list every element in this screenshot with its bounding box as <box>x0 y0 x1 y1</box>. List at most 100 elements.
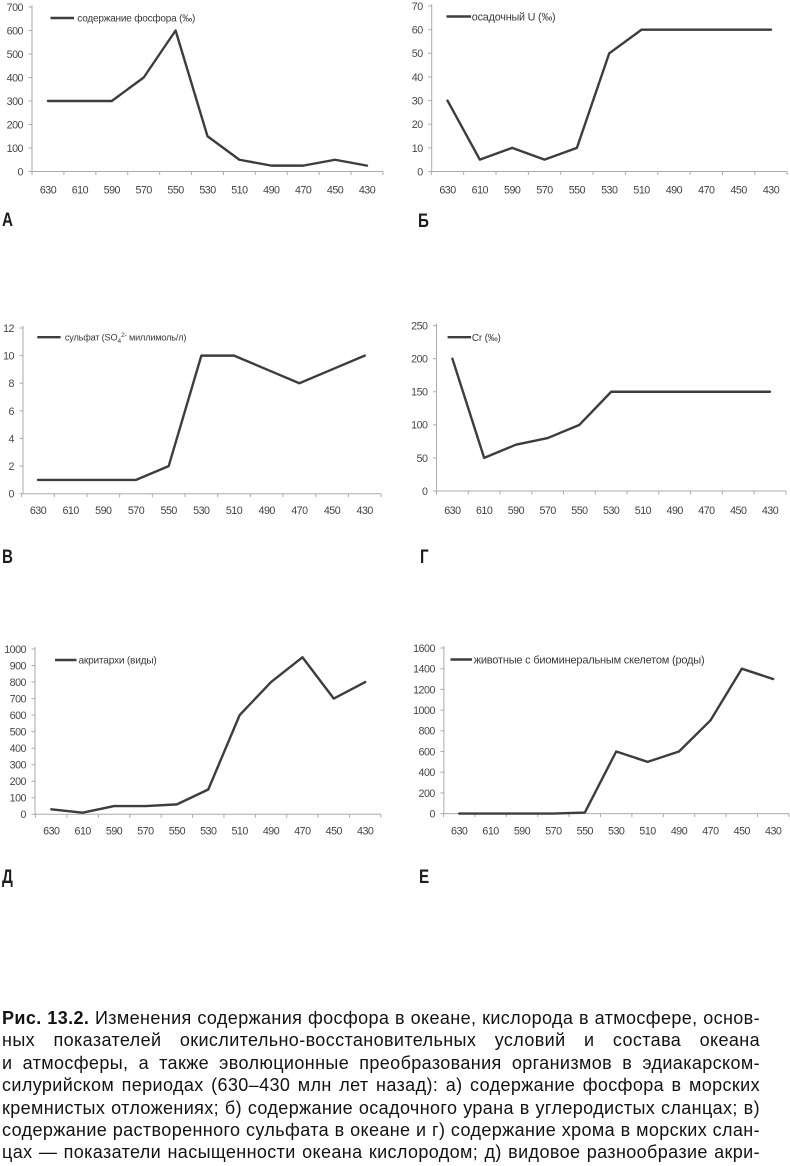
x-tick-label: 510 <box>635 505 652 517</box>
y-tick-label: 60 <box>412 25 423 37</box>
y-tick-label: 500 <box>10 727 27 739</box>
y-tick-label: 8 <box>9 378 15 390</box>
y-tick-label: 6 <box>9 406 15 418</box>
panel-letter-v: В <box>2 546 13 568</box>
x-tick-label: 570 <box>137 826 154 838</box>
y-tick-label: 0 <box>9 489 15 501</box>
legend-label: акритархи (виды) <box>79 656 157 667</box>
x-tick-label: 450 <box>326 826 343 838</box>
x-tick-label: 590 <box>514 826 531 838</box>
x-tick-label: 490 <box>263 185 280 197</box>
x-tick-label: 510 <box>226 505 243 517</box>
x-tick-label: 470 <box>698 505 715 517</box>
y-tick-label: 800 <box>419 726 436 738</box>
caption-line-4: силурийском периодах (630–430 млн лет на… <box>2 1075 760 1096</box>
y-tick-label: 0 <box>429 809 435 821</box>
caption-figure-number: Рис. 13.2. <box>2 1008 90 1028</box>
caption-line-1-text: Изменения содержания фосфора в океане, к… <box>94 1008 760 1028</box>
caption-line-7: цах — показатели насыщенности океана кис… <box>2 1142 760 1163</box>
y-tick-label: 50 <box>412 48 423 60</box>
series-line <box>446 28 773 161</box>
x-tick-label: 450 <box>730 185 747 197</box>
x-tick-label: 490 <box>666 185 683 197</box>
y-tick-label: 900 <box>10 660 27 672</box>
x-tick-label: 630 <box>451 826 468 838</box>
x-tick-label: 470 <box>295 185 312 197</box>
y-tick-label: 0 <box>417 166 423 178</box>
caption-line-2: ных показателей окислительно-восстановит… <box>2 1030 760 1051</box>
y-tick-label: 250 <box>411 321 428 333</box>
y-tick-label: 1600 <box>413 643 435 655</box>
x-tick-label: 530 <box>603 505 620 517</box>
series-line <box>46 29 369 167</box>
y-tick-label: 1200 <box>413 684 435 696</box>
y-tick-label: 100 <box>411 420 428 432</box>
y-tick-label: 300 <box>7 96 24 108</box>
x-tick-label: 630 <box>40 185 57 197</box>
y-tick-label: 30 <box>412 95 423 107</box>
x-tick-label: 490 <box>263 826 280 838</box>
x-tick-label: 590 <box>504 185 521 197</box>
x-tick-label: 610 <box>75 826 92 838</box>
y-tick-label: 800 <box>10 677 27 689</box>
x-tick-label: 550 <box>569 185 586 197</box>
x-tick-label: 610 <box>476 505 493 517</box>
panel-letter-a: А <box>2 210 13 231</box>
x-tick-label: 610 <box>472 185 489 197</box>
legend-label: животные с биоминеральным скелетом (роды… <box>474 654 705 666</box>
x-tick-label: 590 <box>95 505 112 517</box>
series-line <box>451 357 772 460</box>
x-tick-label: 630 <box>30 505 47 517</box>
x-tick-label: 430 <box>357 826 374 838</box>
y-tick-label: 200 <box>419 788 436 800</box>
y-tick-label: 40 <box>412 72 423 84</box>
x-tick-label: 510 <box>231 185 248 197</box>
x-tick-label: 530 <box>601 185 618 197</box>
x-tick-label: 550 <box>169 826 186 838</box>
y-tick-label: 50 <box>417 453 428 465</box>
series-line <box>458 667 775 815</box>
y-tick-label: 700 <box>10 693 27 705</box>
x-tick-label: 630 <box>439 185 456 197</box>
panel-letter-e: Е <box>419 866 430 888</box>
x-tick-label: 450 <box>327 185 344 197</box>
caption-line-3: и атмосферы, а также эволюционные преобр… <box>2 1052 760 1073</box>
x-tick-label: 570 <box>136 185 153 197</box>
y-tick-label: 70 <box>412 1 423 13</box>
x-tick-label: 450 <box>324 505 341 517</box>
x-tick-label: 430 <box>357 505 374 517</box>
x-tick-label: 630 <box>43 826 60 838</box>
y-tick-label: 200 <box>411 354 428 366</box>
series-line <box>50 656 367 814</box>
x-tick-label: 490 <box>667 505 684 517</box>
x-tick-label: 550 <box>161 505 178 517</box>
x-tick-label: 610 <box>62 505 79 517</box>
x-tick-label: 570 <box>536 185 553 197</box>
legend-label: Cr (‰) <box>472 333 501 344</box>
panel-letter-g: Г <box>419 546 429 568</box>
caption-line-6: содержание растворенного сульфата в океа… <box>2 1120 760 1141</box>
y-tick-label: 200 <box>7 119 24 131</box>
x-tick-label: 590 <box>104 185 121 197</box>
x-tick-label: 430 <box>762 505 779 517</box>
caption-line-5: кремнистых отложениях; б) содержание оса… <box>2 1097 760 1118</box>
y-tick-label: 400 <box>419 767 436 779</box>
x-tick-label: 590 <box>508 505 525 517</box>
y-tick-label: 600 <box>419 746 436 758</box>
y-tick-label: 20 <box>412 119 423 131</box>
x-tick-label: 450 <box>734 826 751 838</box>
y-tick-label: 1000 <box>413 705 435 717</box>
x-tick-label: 430 <box>763 185 780 197</box>
x-tick-label: 510 <box>639 826 656 838</box>
y-tick-label: 500 <box>7 49 24 61</box>
x-tick-label: 490 <box>671 826 688 838</box>
legend-label: сульфат (SO42- миллимоль/л) <box>65 332 186 345</box>
y-tick-label: 4 <box>9 433 15 445</box>
x-tick-label: 590 <box>106 826 123 838</box>
y-tick-label: 400 <box>10 743 27 755</box>
y-tick-label: 0 <box>422 486 428 498</box>
y-tick-label: 300 <box>10 760 27 772</box>
x-tick-label: 450 <box>730 505 747 517</box>
